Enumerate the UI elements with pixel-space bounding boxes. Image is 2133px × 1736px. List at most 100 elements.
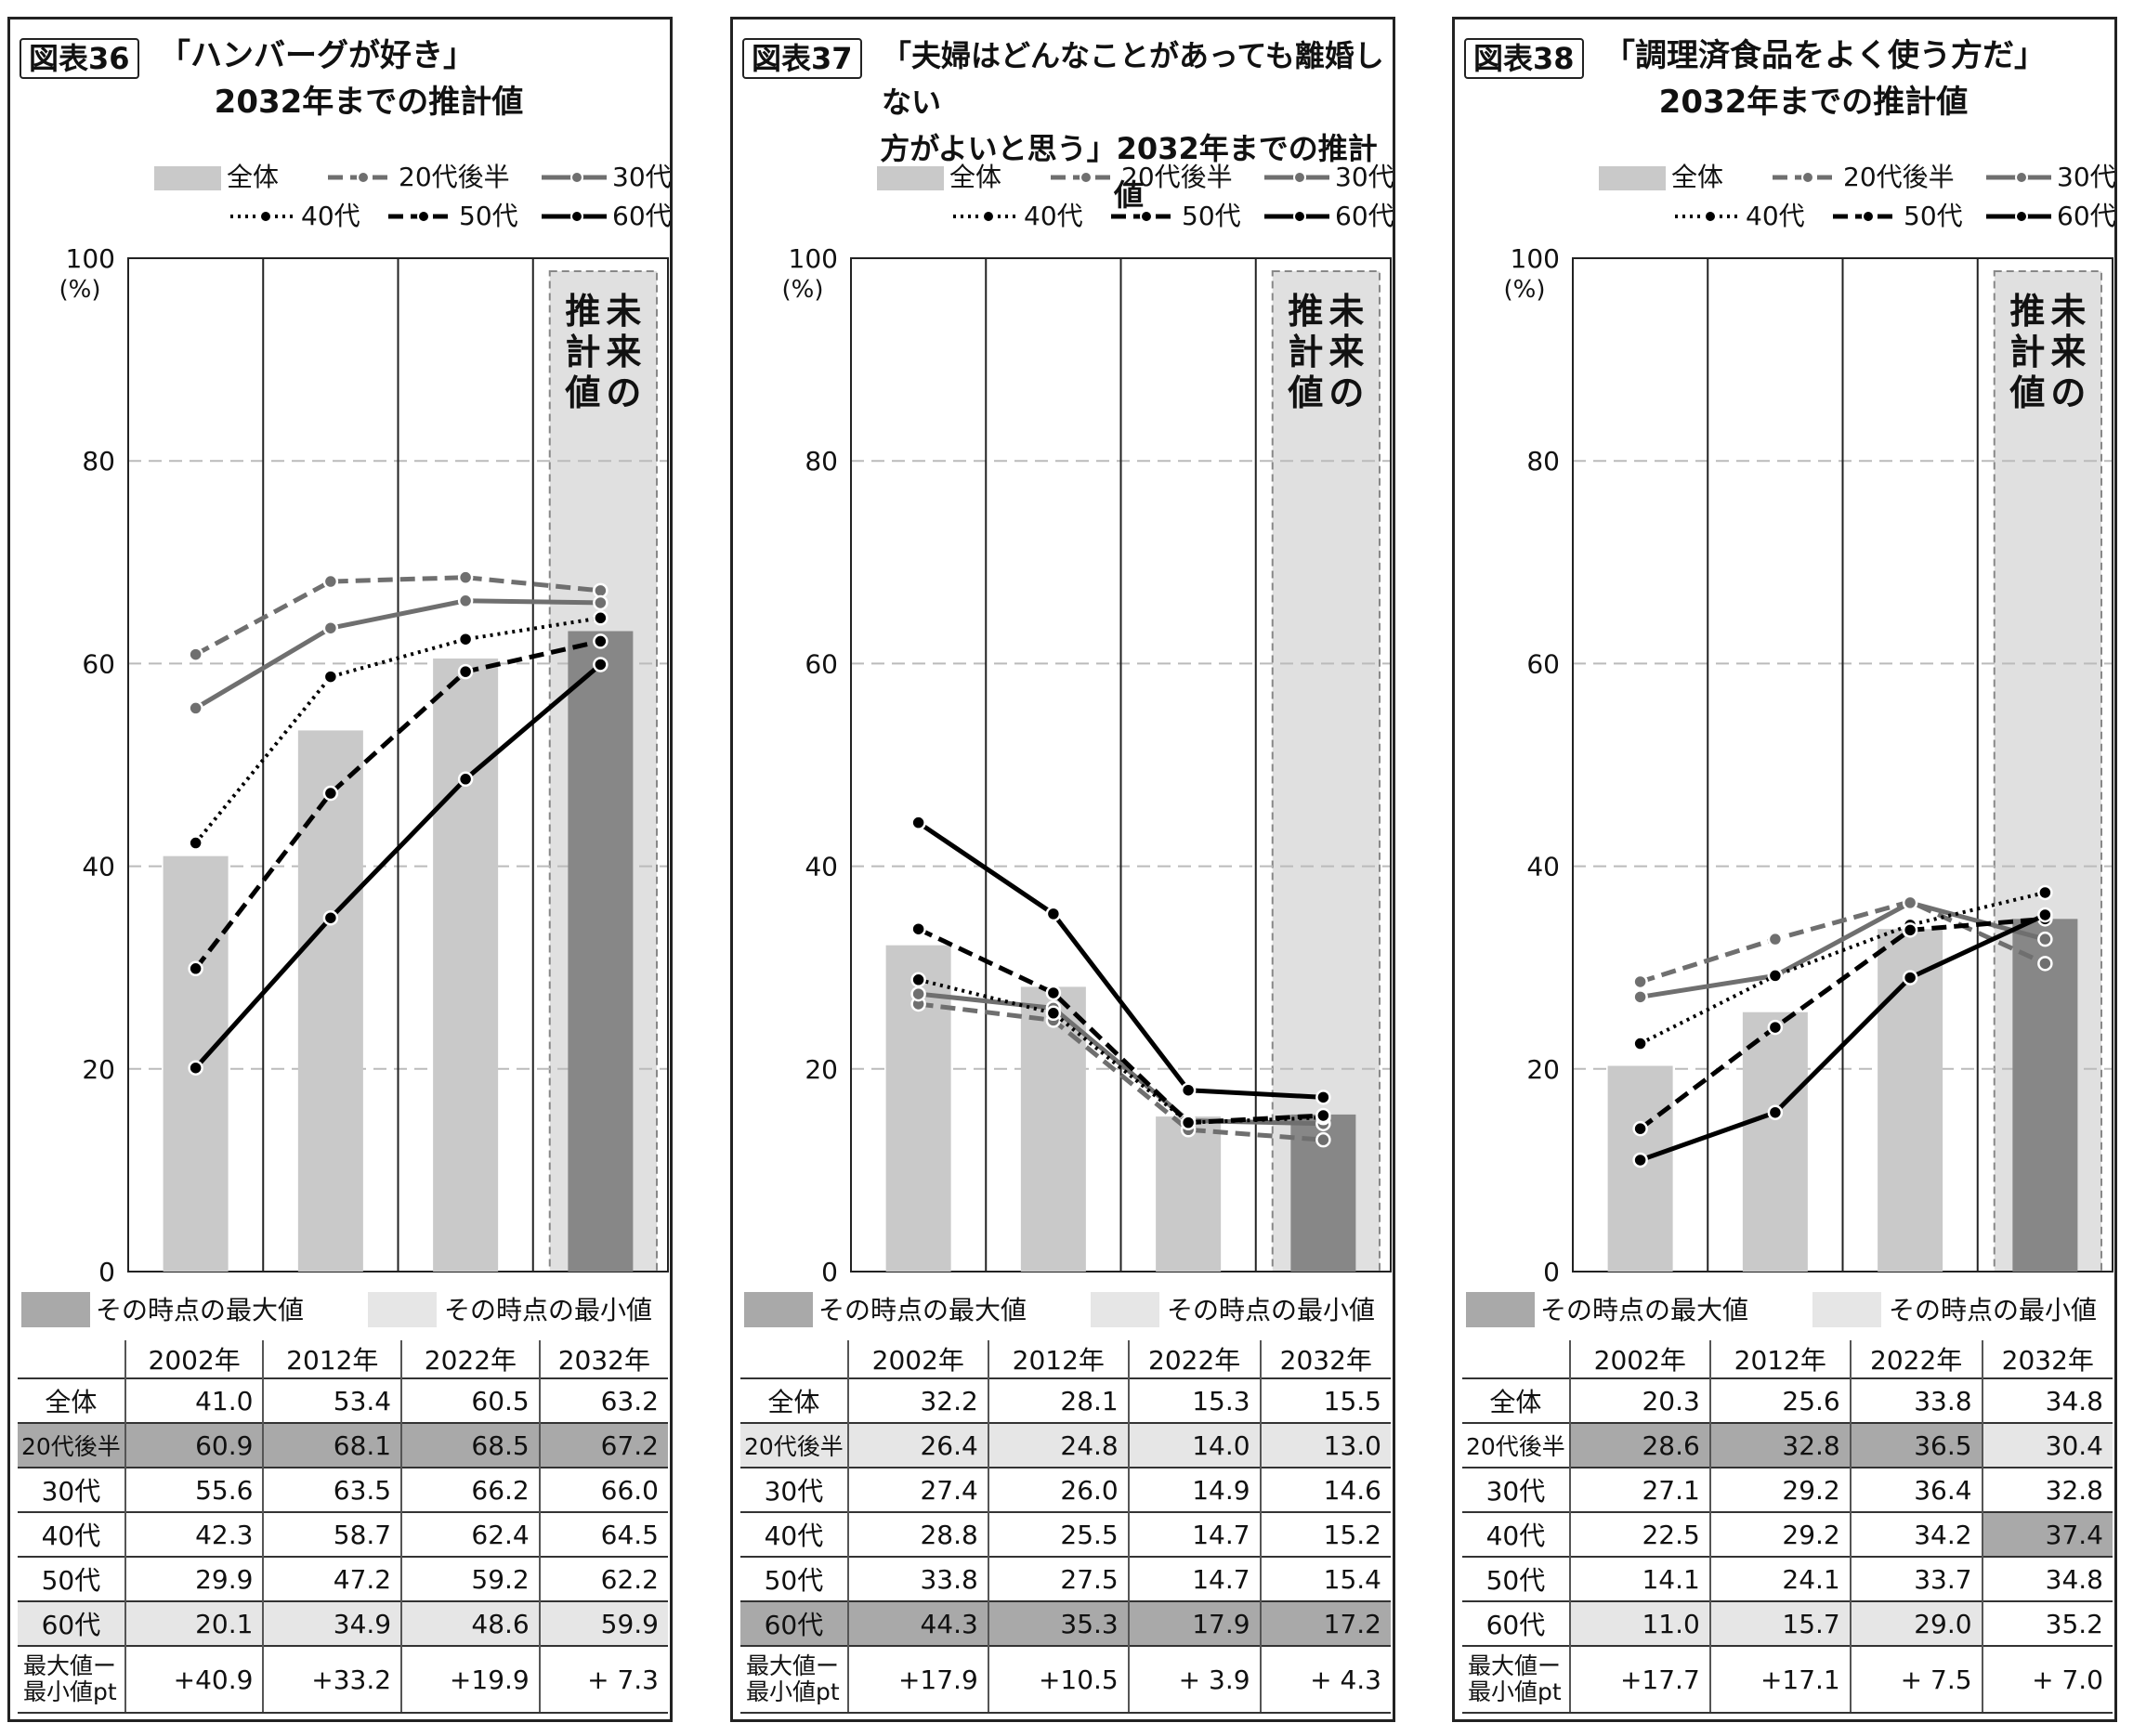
table-cell: 20.1 [124,1600,264,1646]
series-point-s50 [457,663,474,680]
title-line: 「夫婦はどんなことがあっても離婚しない [882,38,1384,120]
table-row: 全体 32.2 28.1 15.3 15.5 [740,1377,1391,1423]
series-line-s60 [917,820,1324,1100]
y-axis-unit: (%) [1504,276,1546,304]
table-corner [740,1340,848,1378]
series-point-s40 [910,972,926,988]
diff-cell: + 4.3 [1259,1645,1391,1714]
legend-swatch [1675,210,1740,223]
bar-all-2032年 [2012,919,2078,1272]
diff-label-line1: 最大値ー [746,1652,840,1679]
table-cell: 63.5 [262,1467,402,1512]
legend-label: 20代後半 [399,162,510,192]
series-point-s40 [1632,1036,1648,1051]
series-point-s40 [457,631,474,647]
series-point-s40 [188,835,203,851]
bar-all-2022年 [433,658,499,1272]
series-line-s50 [917,926,1324,1126]
diff-cell: + 7.0 [1981,1645,2113,1714]
min-label: その時点の最小値 [1167,1295,1376,1325]
chart-title: 図表37 「夫婦はどんなことがあっても離婚しない 方がよいと思う」2032年までの推… [742,33,1385,218]
maxmin-legend: その時点の最大値 その時点の最小値 [1455,1290,2120,1331]
future-label-char: 来 [2050,332,2086,372]
table-row: 40代 28.8 25.5 14.7 15.2 [740,1511,1391,1557]
series-legend: 全体 20代後半 30代 40代 50代 60代 [733,159,1398,242]
future-label-char: 推 [1288,291,1323,332]
series-point-s20 [1767,931,1784,947]
future-label-char: 計 [1288,332,1323,372]
future-label-char: 値 [564,372,600,413]
series-line-s30 [194,598,601,711]
table-cell: 24.8 [987,1422,1129,1468]
series-line-s20 [918,1001,1324,1142]
future-label-char: 値 [1287,372,1323,413]
table-cell: 68.1 [262,1422,402,1468]
future-label-char: 値 [2009,372,2045,413]
maxmin-legend: その時点の最大値 その時点の最小値 [733,1290,1398,1331]
table-cell: 60.5 [400,1377,540,1423]
chart-title: 図表36 「ハンバーグが好き」 2032年までの推計値 [20,33,662,125]
diff-label-line2: 最小値pt [23,1678,117,1705]
series-line-s60 [1639,912,2047,1163]
legend-label: 全体 [227,162,280,192]
table-cell: 27.4 [846,1467,988,1512]
diff-cell: +10.5 [987,1645,1129,1714]
diff-row-label: 最大値ー 最小値pt [740,1645,848,1714]
y-tick-label: 80 [82,446,115,476]
legend-label: 40代 [1024,201,1083,231]
series-point-s30 [322,620,339,636]
table-row: 30代 55.6 63.5 66.2 66.0 [18,1467,668,1512]
future-label-char: 来 [1328,332,1364,372]
series-point-s50 [322,785,339,802]
future-label-char: 未 [2050,291,2086,332]
row-label: 50代 [1462,1556,1570,1601]
table-cell: 53.4 [262,1377,402,1423]
y-tick-label: 60 [1526,648,1560,679]
table-cell: 29.2 [1708,1511,1851,1557]
legend-swatch [1773,171,1838,184]
series-point-s50 [910,920,926,937]
diff-cell: +19.9 [400,1645,540,1714]
table-cell: 14.7 [1127,1511,1261,1557]
table-cell: 59.9 [538,1600,668,1646]
year-header: 2012年 [1708,1340,1851,1378]
table-cell: 68.5 [400,1422,540,1468]
year-header: 2032年 [1259,1340,1391,1378]
min-swatch [1091,1292,1159,1327]
maxmin-legend: その時点の最大値 その時点の最小値 [10,1290,675,1331]
y-axis-unit: (%) [59,276,101,304]
series-point-s40 [2037,884,2053,901]
legend-label: 40代 [1746,201,1805,231]
future-label-char: 推 [565,291,600,332]
year-header: 2012年 [262,1340,402,1378]
series-point-s50 [593,633,608,649]
table-cell: 59.2 [400,1556,540,1601]
series-point-s60 [1632,1152,1648,1168]
table-row: 60代 11.0 15.7 29.0 35.2 [1462,1600,2113,1646]
row-label: 30代 [18,1467,125,1512]
bar-all-2022年 [1878,929,1943,1272]
table-row: 全体 41.0 53.4 60.5 63.2 [18,1377,668,1423]
series-line-s40 [1639,891,2046,1046]
y-tick-label: 80 [805,446,838,476]
diff-label-line2: 最小値pt [746,1678,840,1705]
table-cell: 17.2 [1259,1600,1391,1646]
table-cell: 63.2 [538,1377,668,1423]
row-label: 60代 [18,1600,125,1646]
y-tick-label: 60 [82,648,115,679]
series-point-s30 [1632,989,1648,1005]
legend-label: 50代 [459,201,518,231]
series-line-s20 [194,575,601,657]
diff-cell: +40.9 [124,1645,264,1714]
series-line-s20 [1639,899,2047,985]
legend-swatch [1986,210,2051,223]
bar-all-2012年 [297,730,363,1272]
y-tick-label: 20 [82,1054,115,1085]
bar-all-2012年 [1742,1012,1808,1272]
series-point-s40 [1767,968,1784,984]
future-label-char: 計 [2009,332,2045,372]
legend-label: 40代 [301,201,360,231]
series-legend: 全体 20代後半 30代 40代 50代 60代 [10,159,675,242]
series-point-s40 [322,669,339,685]
